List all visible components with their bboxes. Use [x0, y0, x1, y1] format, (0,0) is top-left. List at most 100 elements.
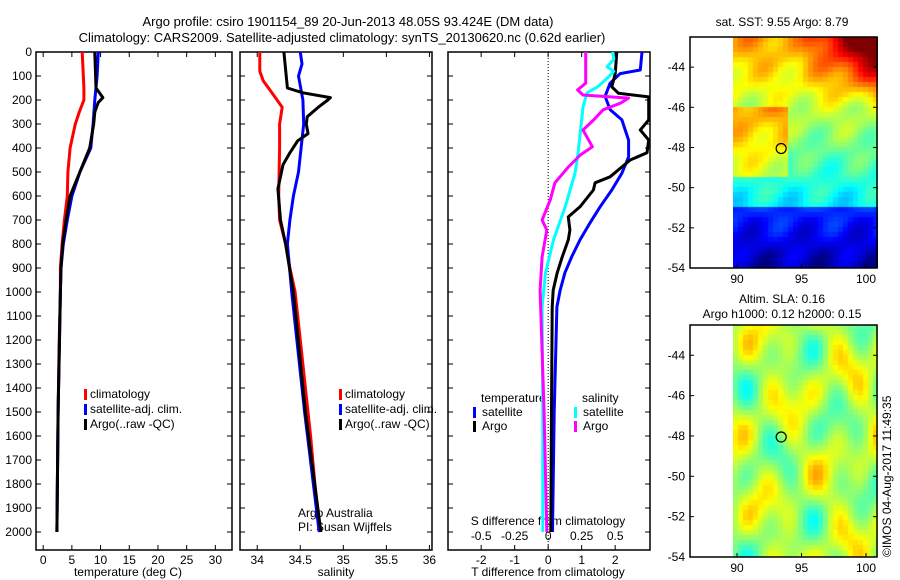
depth-tick-label: 400 — [12, 141, 32, 155]
temperature-xtick-label: 10 — [94, 553, 108, 567]
t-difference-xlabel: T difference from climatology — [471, 565, 625, 579]
diff-legend-s-satellite: satellite — [583, 405, 624, 419]
depth-tick-label: 2000 — [5, 525, 32, 539]
depth-tick-label: 1800 — [5, 477, 32, 491]
salinity-xlabel: salinity — [318, 565, 355, 579]
salinity-legend-swatch — [339, 419, 342, 430]
diff-legend-salinity-heading: salinity — [582, 391, 619, 405]
temperature-legend-swatch — [84, 404, 87, 415]
depth-tick-label: 800 — [12, 237, 32, 251]
salinity-xtick-label: 34 — [251, 553, 265, 567]
sst-lat-tick-label: -46 — [668, 100, 686, 114]
temperature-xtick-label: 15 — [123, 553, 137, 567]
salinity-legend-label: climatology — [345, 387, 405, 401]
depth-tick-label: 100 — [12, 69, 32, 83]
difference-series-temperature-argo — [549, 51, 651, 533]
temperature-plot-frame — [35, 51, 233, 551]
salinity-legend-label: satellite-adj. clim. — [345, 402, 437, 416]
diff-legend-temperature-heading: temperature — [481, 391, 546, 405]
sla-lat-tick-label: -44 — [668, 348, 686, 362]
difference-legend-swatch — [473, 421, 476, 432]
sst-map-image — [733, 37, 878, 268]
sla-lon-tick-label: 100 — [856, 561, 876, 575]
temperature-series-argo-raw-qc- — [55, 51, 105, 533]
difference-xtick-label: 0 — [545, 553, 552, 567]
copyright-timestamp: ©IMOS 04-Aug-2017 11:49:35 — [880, 395, 894, 557]
salinity-xtick-label: 35 — [337, 553, 351, 567]
temperature-legend-label: satellite-adj. clim. — [90, 402, 182, 416]
difference-legend-swatch — [574, 421, 577, 432]
sst-lat-tick-label: -44 — [668, 60, 686, 74]
figure-title-line2: Climatology: CARS2009. Satellite-adjuste… — [79, 30, 606, 45]
sst-lat-tick-label: -50 — [668, 181, 686, 195]
depth-tick-label: 1000 — [5, 285, 32, 299]
depth-tick-label: 500 — [12, 165, 32, 179]
sla-lon-tick-label: 90 — [730, 561, 744, 575]
s-difference-tick-label: -0.25 — [501, 529, 529, 543]
sst-lon-tick-label: 100 — [856, 272, 876, 286]
difference-xtick-label: 1 — [578, 553, 585, 567]
sst-argo-position-marker — [775, 142, 787, 155]
difference-xtick-label: 2 — [612, 553, 619, 567]
depth-tick-label: 0 — [25, 45, 32, 59]
diff-legend-s-argo: Argo — [583, 419, 609, 433]
salinity-series-argo-raw-qc- — [276, 51, 332, 533]
difference-legend-swatch — [574, 407, 577, 418]
depth-tick-label: 1200 — [5, 333, 32, 347]
salinity-xtick-label: 35.5 — [375, 553, 399, 567]
difference-plot-frame — [447, 51, 651, 551]
s-difference-tick-label: 0.5 — [607, 529, 624, 543]
difference-legend-swatch — [473, 407, 476, 418]
sla-map-title-line1: Altim. SLA: 0.16 — [739, 292, 825, 306]
figure-title-line1: Argo profile: csiro 1901154_89 20-Jun-20… — [143, 14, 554, 29]
sla-map-title-line2: Argo h1000: 0.12 h2000: 0.15 — [703, 307, 862, 321]
depth-tick-label: 1600 — [5, 429, 32, 443]
s-difference-tick-label: 0.25 — [570, 529, 594, 543]
diff-legend-t-argo: Argo — [482, 419, 508, 433]
temperature-legend-label: Argo(..raw -QC) — [90, 417, 175, 431]
sla-lat-tick-label: -46 — [668, 389, 686, 403]
difference-xtick-label: -2 — [476, 553, 487, 567]
depth-tick-label: 1100 — [6, 309, 32, 323]
difference-xtick-label: -1 — [509, 553, 520, 567]
salinity-plot-frame — [239, 51, 433, 551]
sst-lat-tick-label: -54 — [668, 261, 686, 275]
difference-series-salinity-satellite — [540, 51, 616, 532]
temperature-xtick-label: 30 — [209, 553, 223, 567]
temperature-xtick-label: 25 — [180, 553, 194, 567]
salinity-legend-swatch — [339, 389, 342, 400]
temperature-legend-swatch — [84, 419, 87, 430]
sla-lon-tick-label: 95 — [795, 561, 809, 575]
salinity-annotation-argo-australia: Argo Australia — [298, 506, 373, 520]
sst-lon-tick-label: 95 — [795, 272, 809, 286]
sst-lat-tick-label: -48 — [668, 140, 686, 154]
depth-tick-label: 600 — [12, 189, 32, 203]
depth-tick-label: 1500 — [5, 405, 32, 419]
depth-tick-label: 200 — [12, 93, 32, 107]
difference-series-temperature-satellite — [551, 51, 644, 533]
temperature-legend-swatch — [84, 389, 87, 400]
temperature-legend-label: climatology — [90, 387, 150, 401]
depth-tick-label: 300 — [12, 117, 32, 131]
temperature-xlabel: temperature (deg C) — [74, 565, 182, 579]
salinity-legend-label: Argo(..raw -QC) — [345, 417, 430, 431]
s-difference-tick-label: -0.5 — [471, 529, 492, 543]
temperature-xtick-label: 0 — [40, 553, 47, 567]
depth-tick-label: 700 — [12, 213, 32, 227]
depth-tick-label: 1400 — [5, 381, 32, 395]
sla-lat-tick-label: -50 — [668, 469, 686, 483]
sst-map-frame — [689, 36, 878, 269]
temperature-series-satellite-adj-clim- — [55, 51, 100, 533]
sla-lat-tick-label: -54 — [668, 550, 686, 564]
diff-legend-t-satellite: satellite — [482, 405, 523, 419]
salinity-series-satellite-adj-clim- — [285, 51, 321, 533]
sst-lon-tick-label: 90 — [730, 272, 744, 286]
salinity-xtick-label: 36 — [423, 553, 437, 567]
salinity-annotation-pi: PI: Susan Wijffels — [298, 520, 392, 534]
sla-lat-tick-label: -48 — [668, 429, 686, 443]
sst-map-title: sat. SST: 9.55 Argo: 8.79 — [716, 15, 849, 29]
sla-map-frame — [689, 324, 878, 558]
sla-map-image — [733, 325, 878, 557]
